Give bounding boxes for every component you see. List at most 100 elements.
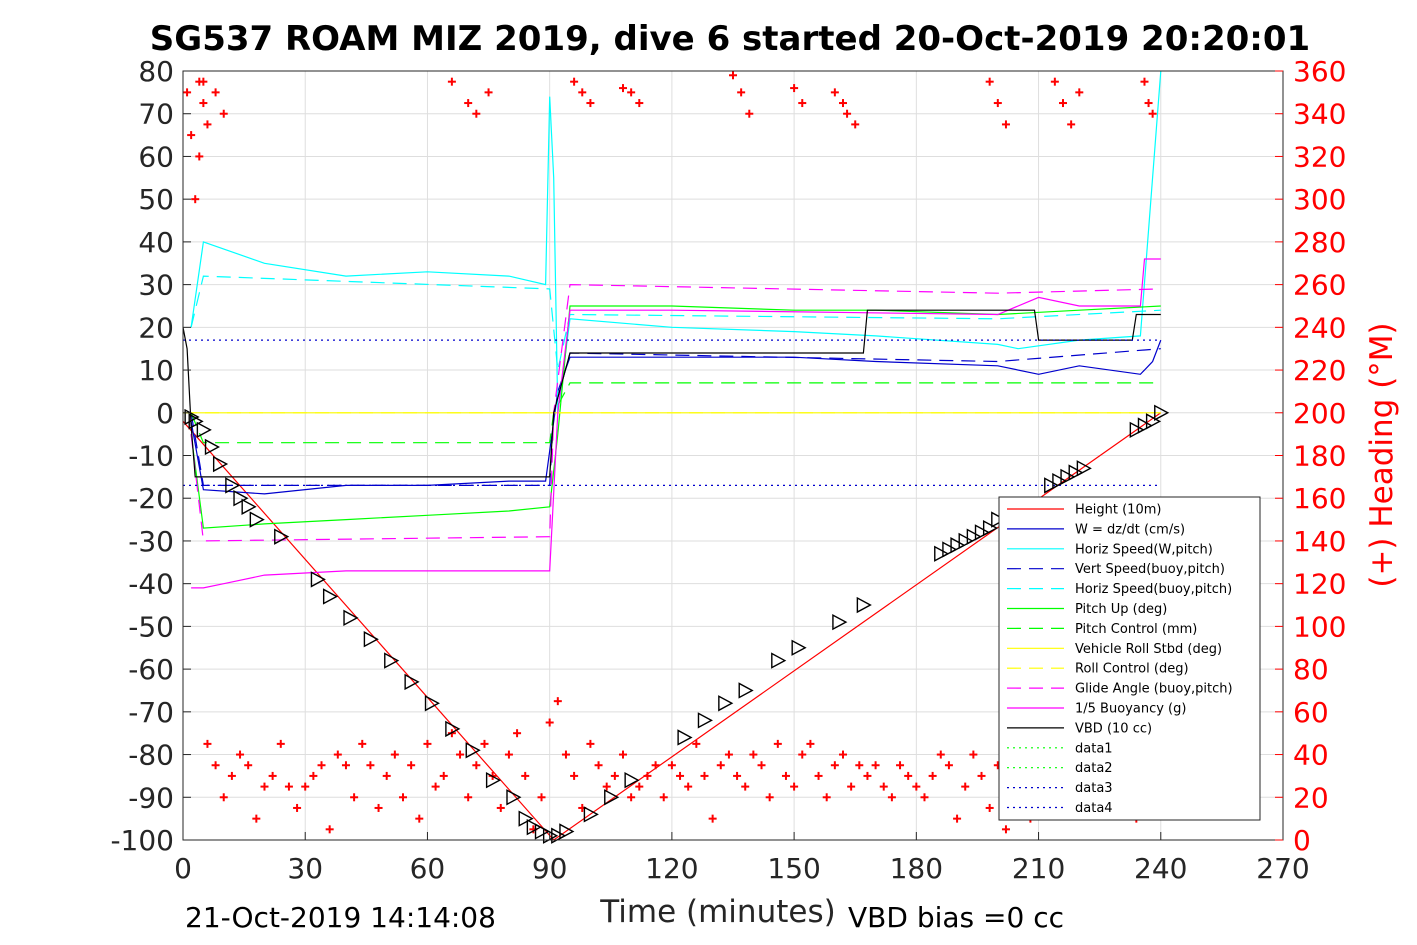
heading-point-top — [993, 99, 1002, 108]
y-tick-label: 60 — [138, 140, 174, 173]
vbd-marker — [534, 823, 550, 840]
heading-point — [293, 803, 302, 812]
heading-point — [325, 825, 334, 834]
heading-point — [358, 739, 367, 748]
heading-point — [382, 771, 391, 780]
heading-point — [594, 761, 603, 770]
vbd-marker — [233, 490, 249, 507]
vbd-marker — [677, 729, 693, 746]
heading-point-top — [985, 77, 994, 86]
heading-point-top — [472, 109, 481, 118]
heading-point-top — [1067, 120, 1076, 129]
y-tick-label: -90 — [128, 781, 174, 814]
heading-point — [757, 761, 766, 770]
vbd-marker — [384, 652, 400, 669]
y-tick-label: -100 — [110, 824, 174, 857]
vbd-marker — [958, 532, 974, 550]
heading-point — [456, 750, 465, 759]
vbd-marker — [445, 720, 461, 738]
right-tick-label: 280 — [1293, 226, 1346, 259]
vbd-marker — [212, 455, 229, 473]
vbd-marker — [225, 477, 241, 494]
vbd-marker — [424, 695, 440, 712]
heading-point — [366, 761, 375, 770]
y-tick-label: 10 — [138, 354, 174, 387]
heading-point-top — [586, 99, 595, 108]
heading-point-top — [1059, 99, 1067, 108]
vbd-marker — [974, 524, 990, 541]
x-tick-label: 150 — [767, 852, 820, 885]
vbd-marker — [1076, 460, 1092, 477]
vbd-marker — [1060, 468, 1076, 486]
vbd-marker — [518, 810, 534, 827]
heading-point — [219, 793, 228, 802]
heading-point — [822, 793, 831, 802]
heading-point-top — [211, 88, 220, 97]
y-tick-label: 0 — [156, 397, 174, 430]
heading-point — [350, 793, 359, 802]
vbd-marker — [942, 541, 958, 558]
heading-point — [472, 761, 481, 770]
vbd-marker — [1052, 472, 1068, 490]
heading-point — [423, 739, 432, 748]
y-tick-label: -50 — [128, 610, 174, 643]
heading-point — [887, 793, 896, 802]
vbd-marker — [196, 421, 212, 439]
y-tick-label: -70 — [128, 696, 174, 729]
legend-label-horiz_speed_w: Horiz Speed(W,pitch) — [1075, 542, 1213, 557]
right-tick-label: 20 — [1293, 781, 1329, 814]
heading-point — [635, 782, 644, 791]
vbd-marker — [184, 408, 200, 426]
heading-point-top — [729, 71, 737, 80]
right-tick-label: 60 — [1293, 696, 1329, 729]
legend-label-data2: data2 — [1075, 761, 1113, 776]
vbd-marker — [310, 571, 326, 588]
x-tick-label: 240 — [1134, 852, 1187, 885]
heading-point — [252, 814, 261, 823]
right-tick-label: 180 — [1293, 440, 1346, 473]
right-tick-label: 320 — [1293, 140, 1346, 173]
y-tick-label: -60 — [128, 653, 174, 686]
y-tick-label: 70 — [138, 98, 174, 131]
vbd-marker — [1129, 421, 1145, 439]
vbd-marker — [249, 511, 265, 528]
heading-point — [676, 771, 685, 780]
heading-point — [749, 750, 758, 759]
heading-point — [203, 739, 212, 748]
vbd-marker — [485, 772, 502, 789]
right-tick-label: 200 — [1293, 397, 1346, 430]
y-tick-label: 20 — [138, 311, 174, 344]
heading-point — [374, 803, 383, 812]
heading-point — [912, 782, 921, 791]
vbd-marker — [982, 519, 999, 537]
heading-point — [244, 761, 253, 770]
heading-point — [545, 718, 554, 727]
x-axis-label: Time (minutes) — [599, 894, 835, 930]
vbd-marker — [343, 609, 359, 627]
heading-point — [651, 761, 660, 770]
vbd-marker — [274, 528, 290, 545]
heading-point — [806, 739, 815, 748]
y-tick-label: 50 — [138, 183, 174, 216]
heading-point — [724, 750, 733, 759]
heading-point-top — [1075, 88, 1084, 97]
heading-point — [830, 761, 839, 770]
right-tick-label: 340 — [1293, 98, 1346, 131]
heading-point-top — [219, 109, 228, 118]
heading-point-top — [484, 88, 493, 97]
series-horiz_speed_buoy — [190, 275, 1161, 371]
right-tick-label: 0 — [1293, 824, 1311, 857]
right-tick-label: 140 — [1293, 525, 1346, 558]
y-tick-label: -40 — [128, 568, 174, 601]
vbd-marker — [950, 537, 966, 554]
heading-point — [610, 771, 619, 780]
vbd-marker-layer — [184, 404, 1170, 844]
heading-point-top — [1144, 99, 1153, 108]
vbd-marker — [738, 682, 754, 699]
vbd-marker — [322, 588, 339, 605]
vbd-marker — [1154, 404, 1170, 421]
heading-point — [211, 761, 220, 770]
heading-point — [553, 697, 562, 706]
legend-label-vbd: VBD (10 cc) — [1075, 721, 1152, 736]
